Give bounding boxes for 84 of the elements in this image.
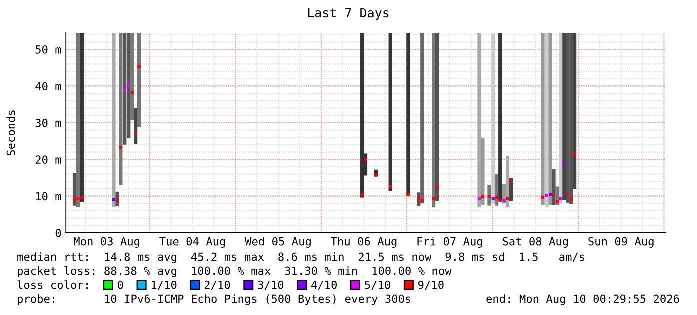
bar [498,33,502,202]
bar [478,33,482,208]
legend-label: 4/10 [312,280,337,290]
bar [545,33,549,208]
legend-title: loss color: [18,280,88,290]
point [134,132,138,136]
point [502,199,506,202]
text: packet loss: 88.38 % avg 100.00 % max 31.30 % min 100.00 % now [18,266,452,278]
bar [80,33,84,203]
y-tick-label: 20 m [36,156,62,164]
point [80,196,84,200]
point [116,200,120,203]
x-tick-label: Mon 03 Aug [74,237,140,248]
bar [134,108,138,144]
point [360,193,364,196]
bar [432,33,436,208]
bar [548,33,552,206]
point [573,153,576,156]
legend-label: 5/10 [365,280,390,290]
bar [360,33,364,198]
point [498,199,502,202]
bar [562,33,566,200]
point [406,193,410,196]
bar [506,156,510,207]
point [562,162,566,165]
y-tick-label: 10 m [36,192,62,201]
point [570,198,573,202]
point [556,200,560,204]
y-axis-title: Seconds [6,110,16,156]
bar [495,174,499,206]
bar [406,33,410,196]
legend-label: 9/10 [418,280,444,290]
point [492,197,495,200]
x-tick-label: Tue 04 Aug [160,237,226,248]
x-tick-label: Sun 09 Aug [588,237,654,248]
point [73,198,76,202]
x-tick-label: Fri 07 Aug [418,237,482,248]
x-tick-label: Thu 06 Aug [331,237,397,248]
bar [435,33,440,202]
bar [541,33,545,206]
y-tick-label: 50 m [36,46,62,54]
point [548,193,552,196]
text: probe: 10 IPv6-ICMP Echo Pings (500 Bytes) every 300s [18,294,411,306]
point [138,65,141,68]
bar [123,33,127,145]
point [478,196,482,200]
point [417,196,420,200]
y-tick-label: 40 m [36,82,62,91]
point [76,196,80,200]
point [436,185,439,188]
legend-label: 2/10 [204,280,230,290]
bar [481,138,485,206]
point [559,196,562,200]
bar [573,33,577,189]
point [420,199,424,202]
bar [559,33,563,204]
bar [552,169,556,206]
point [389,185,392,188]
x-tick-label: Sat 08 Aug [502,237,568,248]
point [432,197,436,200]
point [123,89,126,92]
point [112,198,116,202]
point [566,193,570,196]
bar [76,33,80,207]
chart-title: Last 7 Days [308,8,389,20]
y-tick-label: 30 m [36,118,62,128]
legend-label: 1/10 [152,280,177,290]
point [119,146,122,150]
text: median rtt: 14.8 ms avg 45.2 ms max 8.6 ms min 21.5 ms now 9.8 ms sd 1.5 am/s [18,252,585,264]
bar [112,33,116,208]
bar [492,33,496,204]
y-tick-label: 0 [56,229,62,238]
legend-label: 3/10 [258,280,284,290]
text: end: Mon Aug 10 00:29:55 2026 [486,294,680,306]
point [127,83,130,86]
legend-label: 0 [118,280,124,290]
bar [119,33,123,186]
x-tick-label: Wed 05 Aug [245,237,311,248]
bar [420,33,424,204]
bar [388,33,392,192]
bar [72,173,77,206]
point [506,196,510,200]
bar [130,33,134,120]
bar [137,33,142,127]
